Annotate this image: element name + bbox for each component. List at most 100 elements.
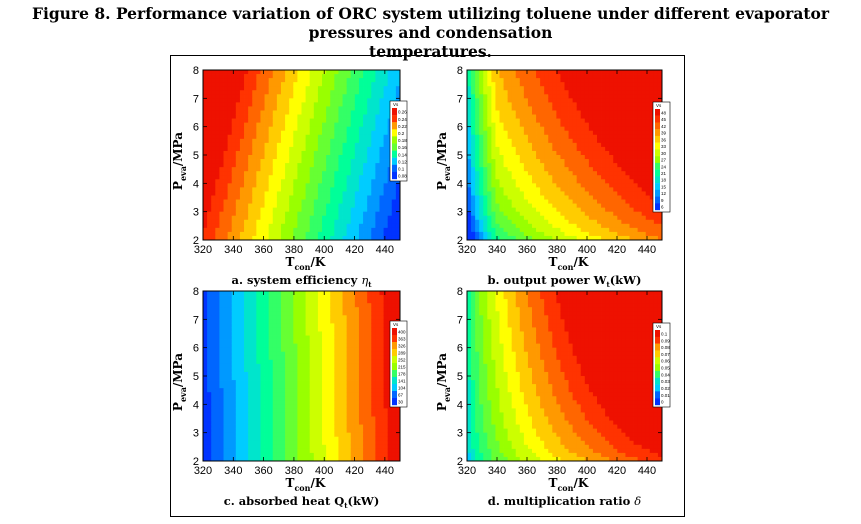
heatmap-cell: [475, 155, 480, 160]
heatmap-cell: [231, 114, 237, 119]
heatmap-cell: [256, 388, 261, 393]
heatmap-cell: [223, 203, 229, 209]
heatmap-cell: [556, 122, 561, 128]
heatmap-cell: [227, 102, 233, 107]
heatmap-cell: [592, 90, 598, 95]
heatmap-cell: [264, 456, 270, 462]
heatmap-cell: [637, 223, 643, 229]
heatmap-cell: [268, 138, 274, 144]
heatmap-cell: [536, 98, 541, 103]
heatmap-cell: [471, 159, 476, 164]
heatmap-cell: [223, 452, 229, 458]
heatmap-cell: [239, 444, 245, 450]
heatmap-cell: [617, 163, 622, 168]
heatmap-cell: [511, 191, 517, 196]
heatmap-cell: [601, 223, 606, 229]
heatmap-cell: [584, 155, 590, 160]
heatmap-cell: [297, 235, 302, 241]
heatmap-cell: [301, 98, 306, 103]
heatmap-cell: [540, 90, 545, 95]
heatmap-cell: [597, 163, 602, 168]
heatmap-cell: [207, 323, 212, 328]
heatmap-cell: [653, 78, 659, 83]
heatmap-cell: [592, 183, 598, 188]
heatmap-cell: [621, 86, 626, 91]
heatmap-cell: [383, 78, 389, 83]
heatmap-cell: [293, 114, 298, 119]
heatmap-cell: [227, 114, 233, 119]
heatmap-cell: [527, 179, 533, 184]
heatmap-cell: [244, 432, 249, 438]
heatmap-cell: [601, 114, 606, 119]
heatmap-cell: [358, 90, 364, 95]
heatmap-cell: [264, 319, 270, 324]
heatmap-cell: [203, 367, 208, 373]
heatmap-cell: [556, 82, 561, 87]
heatmap-cell: [264, 146, 270, 152]
heatmap-cell: [499, 142, 504, 148]
heatmap-cell: [207, 295, 212, 300]
heatmap-cell: [203, 351, 208, 357]
heatmap-cell: [576, 114, 582, 119]
heatmap-cell: [580, 167, 586, 172]
heatmap-cell: [264, 110, 270, 115]
heatmap-cell: [483, 82, 488, 87]
heatmap-cell: [330, 227, 335, 233]
heatmap-cell: [358, 171, 364, 176]
heatmap-cell: [556, 74, 561, 79]
heatmap-cell: [564, 171, 569, 176]
heatmap-cell: [289, 130, 294, 136]
heatmap-cell: [532, 90, 537, 95]
heatmap-cell: [371, 138, 376, 144]
heatmap-cell: [633, 163, 639, 168]
heatmap-cell: [272, 452, 278, 458]
heatmap-cell: [391, 227, 397, 233]
heatmap-cell: [354, 118, 360, 124]
heatmap-cell: [223, 74, 229, 79]
heatmap-cell: [649, 195, 655, 200]
heatmap-cell: [219, 146, 224, 152]
heatmap-cell: [367, 102, 372, 107]
heatmap-cell: [272, 110, 278, 115]
heatmap-cell: [375, 211, 380, 217]
heatmap-cell: [280, 231, 286, 237]
heatmap-cell: [256, 327, 261, 332]
heatmap-cell: [239, 448, 245, 454]
heatmap-cell: [592, 98, 598, 103]
heatmap-cell: [239, 376, 245, 381]
heatmap-cell: [252, 138, 257, 144]
heatmap-cell: [523, 78, 529, 83]
heatmap-cell: [560, 118, 565, 124]
heatmap-cell: [301, 183, 306, 188]
heatmap-cell: [272, 400, 278, 405]
heatmap-cell: [491, 195, 496, 200]
heatmap-cell: [475, 207, 480, 213]
heatmap-cell: [617, 90, 622, 95]
heatmap-cell: [272, 179, 278, 184]
heatmap-cell: [483, 207, 488, 213]
heatmap-cell: [280, 118, 286, 124]
heatmap-cell: [330, 155, 335, 160]
legend-swatch: [392, 143, 397, 151]
heatmap-cell: [338, 106, 343, 111]
heatmap-cell: [252, 436, 257, 442]
heatmap-cell: [601, 138, 606, 144]
heatmap-cell: [629, 223, 634, 229]
heatmap-cell: [326, 130, 331, 136]
heatmap-cell: [540, 187, 545, 192]
heatmap-cell: [276, 167, 282, 172]
heatmap-cell: [564, 110, 569, 115]
heatmap-cell: [597, 203, 602, 209]
x-tick-label: 380: [285, 244, 303, 256]
heatmap-cell: [207, 339, 212, 345]
heatmap-cell: [211, 102, 216, 107]
heatmap-cell: [391, 179, 397, 184]
heatmap-cell: [322, 134, 327, 140]
heatmap-cell: [540, 70, 545, 75]
heatmap-cell: [363, 219, 368, 225]
heatmap-cell: [564, 134, 569, 140]
heatmap-cell: [467, 195, 472, 200]
heatmap-cell: [495, 110, 500, 115]
heatmap-cell: [363, 106, 368, 111]
heatmap-cell: [363, 187, 368, 192]
